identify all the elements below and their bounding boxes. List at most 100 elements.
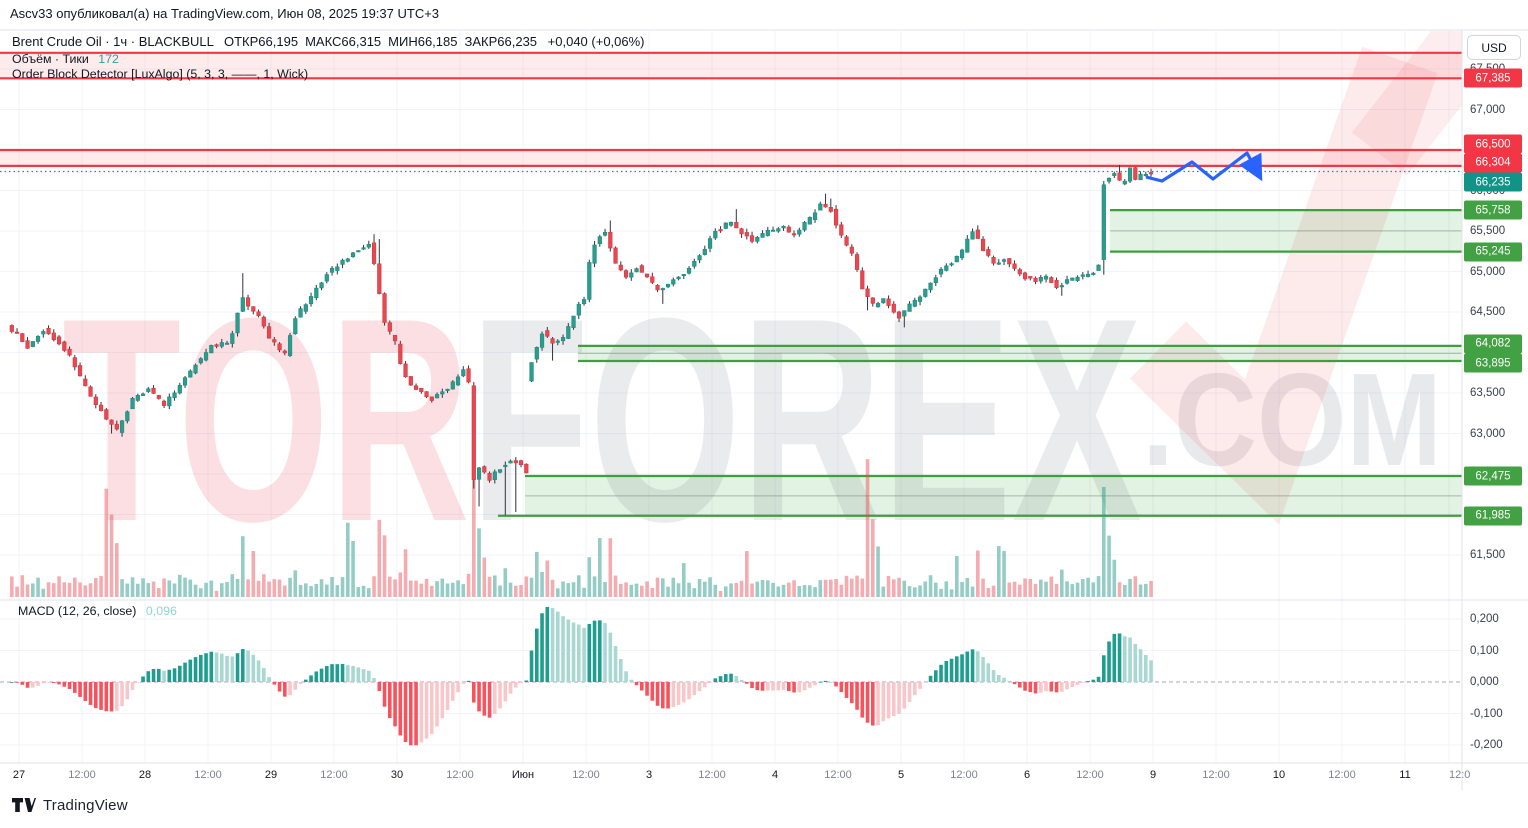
macd-bar: [157, 668, 161, 682]
currency-toggle-button[interactable]: USD: [1467, 35, 1521, 60]
symbol-legend-row[interactable]: Brent Crude Oil · 1ч · BLACKBULL ОТКР66,…: [12, 34, 645, 49]
macd-bar: [15, 682, 19, 683]
candle-body: [786, 226, 791, 233]
symbol-title: Brent Crude Oil · 1ч · BLACKBULL: [12, 34, 214, 49]
candle-body: [938, 268, 944, 275]
volume-label: Объём · Тики: [12, 52, 89, 66]
macd-bar: [188, 659, 193, 682]
candle-body: [466, 368, 471, 383]
candle-body: [161, 400, 167, 406]
indicator-legend-row[interactable]: Order Block Detector [LuxAlgo] (5, 3, 3,…: [12, 67, 308, 81]
volume-bar: [67, 582, 72, 597]
macd-tick-label: -0,200: [1470, 739, 1503, 751]
volume-bar: [46, 582, 51, 597]
volume-bar: [676, 583, 681, 597]
macd-bar: [251, 654, 256, 682]
candle-body: [1085, 273, 1091, 277]
volume-bar: [293, 570, 298, 597]
candle-body: [130, 397, 135, 410]
candle-body: [865, 288, 870, 298]
candle-body: [917, 296, 923, 302]
tradingview-attribution[interactable]: TradingView: [12, 797, 128, 814]
ohlc-label: МИН: [388, 34, 418, 49]
macd-bar: [487, 682, 492, 718]
macd-bar: [913, 682, 917, 696]
volume-bar: [225, 582, 229, 597]
candle-body: [398, 343, 403, 364]
macd-bar: [403, 682, 408, 742]
time-axis-label: 30: [390, 769, 404, 781]
candle-body: [335, 266, 340, 271]
candle-body: [392, 334, 398, 342]
volume-bar: [25, 584, 30, 597]
macd-bar: [829, 681, 833, 683]
time-axis-label: 12:00: [1076, 769, 1104, 781]
volume-bar: [172, 583, 177, 597]
volume-bar: [319, 579, 324, 597]
macd-bar: [928, 675, 933, 682]
candle-body: [970, 231, 975, 240]
macd-bar: [461, 682, 466, 684]
candle-body: [1070, 277, 1075, 281]
volume-bar: [109, 514, 114, 597]
candle-body: [734, 222, 739, 229]
price-tick-label: 64,500: [1470, 306, 1506, 318]
macd-bar: [802, 682, 807, 691]
candle-body: [1091, 272, 1096, 275]
volume-bar: [104, 488, 109, 597]
macd-bar: [687, 682, 691, 700]
volume-bar: [88, 583, 93, 597]
volume-bar: [1102, 486, 1106, 597]
volume-bar: [550, 579, 555, 597]
macd-bar: [1023, 682, 1027, 691]
macd-bar: [713, 678, 718, 682]
macd-bar: [608, 632, 613, 682]
candle-body: [954, 255, 959, 263]
volume-bar: [31, 583, 35, 597]
volume-bar: [162, 578, 166, 597]
volume-bar: [687, 582, 691, 597]
macd-bar: [823, 680, 828, 682]
candle-body: [240, 297, 245, 312]
macd-bar: [1075, 682, 1080, 685]
macd-bar: [598, 620, 602, 682]
price-projection-arrow[interactable]: [1145, 151, 1263, 183]
time-axis[interactable]: 27 12:00 28 12:00 29 12:00 30 12:00 Июн 12:00 3 12:…: [0, 763, 1471, 790]
macd-bar: [267, 677, 271, 682]
candle-body: [1148, 172, 1154, 175]
volume-bar: [734, 582, 739, 597]
candle-body: [844, 236, 849, 246]
candle-body: [1007, 258, 1012, 265]
volume-bar: [1133, 576, 1138, 597]
macd-bar: [388, 682, 392, 719]
macd-bar: [1133, 643, 1138, 682]
macd-bar: [167, 669, 172, 682]
volume-bar: [41, 588, 46, 597]
time-axis-label: 12:00: [68, 769, 96, 781]
candle-body: [660, 288, 665, 291]
volume-bar: [535, 551, 539, 597]
price-scale[interactable]: 67,50067,00066,00065,50065,00064,50063,5…: [1462, 30, 1528, 763]
volume-series: [10, 459, 1153, 597]
volume-bar: [335, 585, 340, 597]
candle-body: [965, 238, 970, 253]
chart-pane[interactable]: TORFOREX.COM: [0, 0, 1512, 763]
volume-bar: [1107, 535, 1111, 597]
ohlc-values: ОТКР66,195 МАКС66,315 МИН66,185 ЗАКР66,235: [217, 34, 537, 49]
macd-bar: [634, 682, 639, 686]
volume-bar: [377, 519, 382, 597]
macd-bar: [1123, 636, 1127, 682]
volume-legend-row[interactable]: Объём · Тики 172: [12, 52, 119, 66]
candle-body: [797, 229, 802, 235]
candle-body: [713, 230, 718, 239]
watermark-ribbon: [1351, 31, 1462, 176]
macd-bar: [844, 682, 849, 698]
macd-legend-row[interactable]: MACD (12, 26, close) 0,096: [18, 604, 177, 618]
candle-body: [429, 396, 434, 401]
macd-bar: [88, 682, 93, 705]
volume-bar: [157, 588, 161, 597]
macd-bar: [1091, 679, 1096, 682]
volume-bar: [482, 557, 487, 597]
candle-body: [818, 203, 823, 211]
